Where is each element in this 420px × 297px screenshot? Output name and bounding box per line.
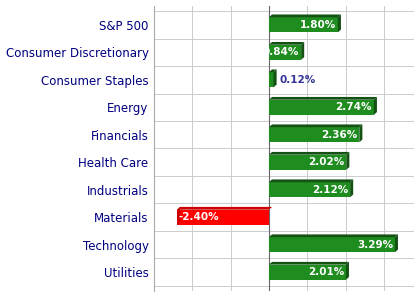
Polygon shape	[269, 97, 377, 100]
Polygon shape	[350, 179, 353, 197]
Polygon shape	[269, 42, 304, 45]
Bar	[269, 127, 360, 142]
Text: 2.36%: 2.36%	[321, 130, 357, 140]
Bar	[269, 237, 395, 252]
Text: 2.12%: 2.12%	[312, 185, 348, 195]
Polygon shape	[346, 152, 349, 170]
Text: 2.01%: 2.01%	[308, 267, 344, 277]
Text: 0.12%: 0.12%	[280, 75, 316, 85]
Text: -2.40%: -2.40%	[179, 212, 220, 222]
Text: 2.74%: 2.74%	[336, 102, 372, 112]
Bar	[269, 265, 346, 280]
Polygon shape	[269, 262, 349, 265]
Polygon shape	[273, 69, 277, 87]
Polygon shape	[374, 97, 377, 115]
Bar	[269, 17, 338, 32]
Polygon shape	[301, 42, 304, 60]
Polygon shape	[346, 262, 349, 280]
Polygon shape	[269, 179, 353, 182]
Polygon shape	[269, 234, 398, 237]
Polygon shape	[269, 69, 277, 72]
Bar	[269, 45, 301, 60]
Bar	[269, 100, 374, 115]
Bar	[269, 72, 273, 87]
Text: 3.29%: 3.29%	[357, 240, 393, 250]
Polygon shape	[395, 234, 398, 252]
Polygon shape	[338, 15, 341, 32]
Bar	[269, 155, 346, 170]
Bar	[269, 182, 350, 197]
Polygon shape	[269, 124, 362, 127]
Polygon shape	[269, 15, 341, 17]
Text: 1.80%: 1.80%	[300, 20, 336, 30]
Polygon shape	[177, 207, 272, 210]
Polygon shape	[177, 207, 180, 225]
Polygon shape	[269, 152, 349, 155]
Text: 0.84%: 0.84%	[263, 47, 299, 57]
Bar	[177, 210, 269, 225]
Polygon shape	[360, 124, 362, 142]
Text: 2.02%: 2.02%	[308, 157, 344, 167]
